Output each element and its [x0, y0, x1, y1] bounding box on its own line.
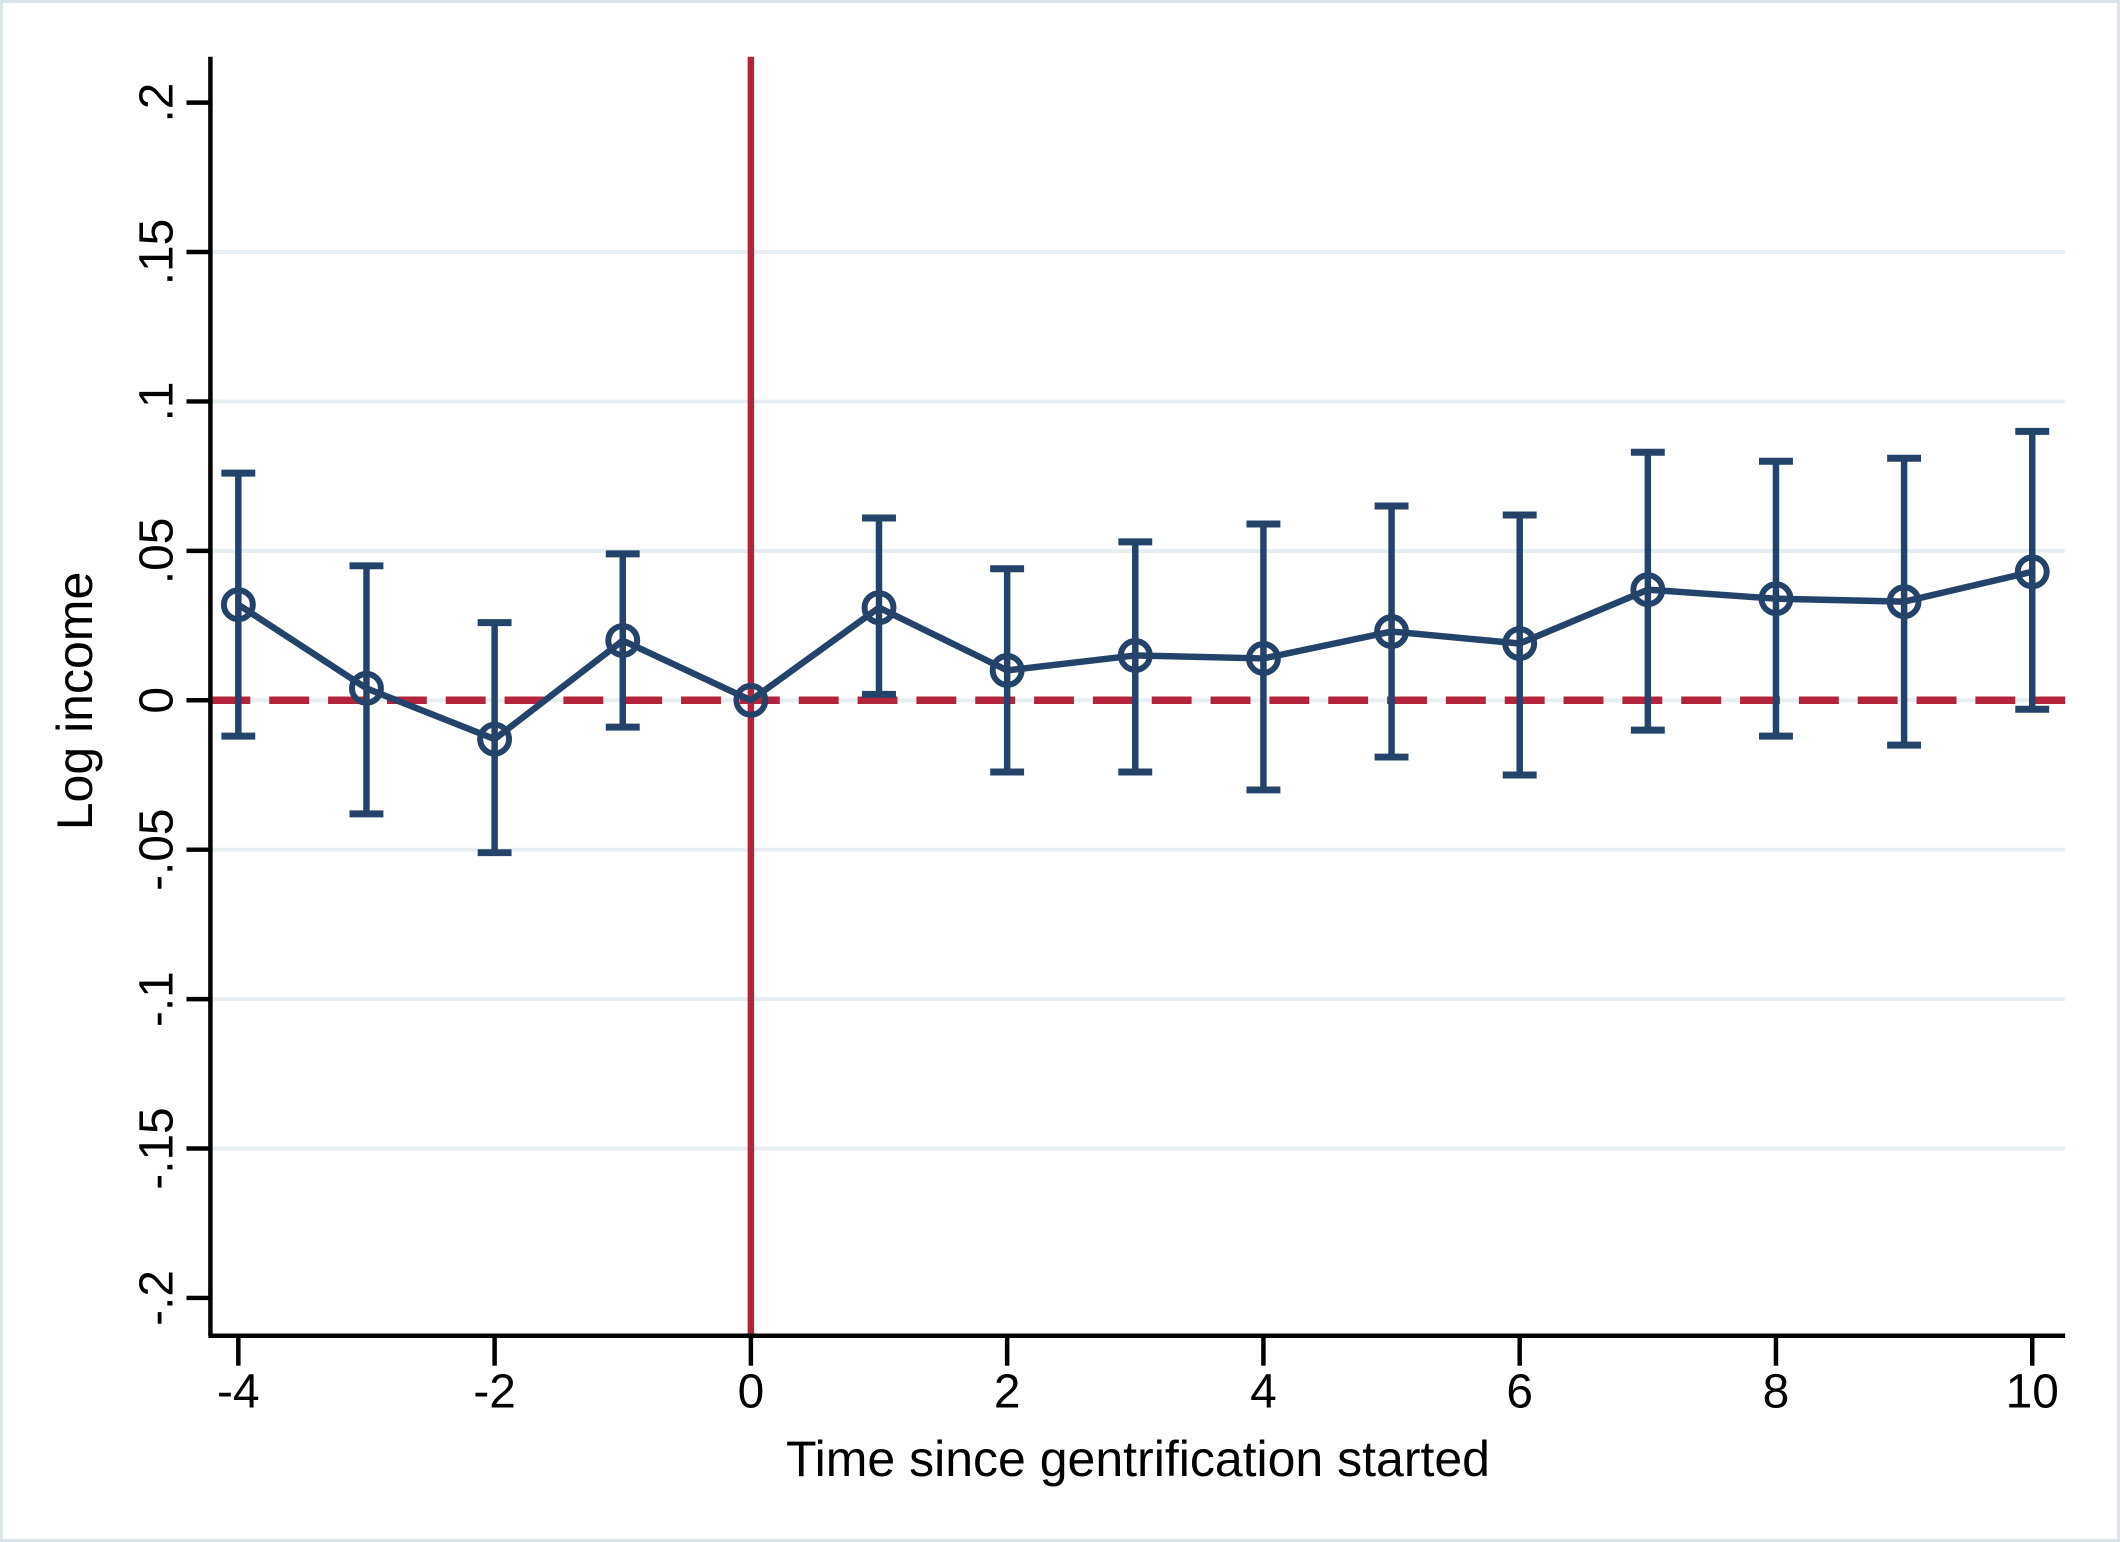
- series-line: [236, 568, 2033, 743]
- x-tick-label: 0: [738, 1366, 765, 1419]
- x-tick-label: 4: [1250, 1366, 1277, 1419]
- y-tick-label: -.05: [130, 809, 183, 891]
- y-axis-title: Log income: [47, 571, 103, 831]
- data-point-marker: [733, 682, 769, 718]
- x-axis-title: Time since gentrification started: [785, 1431, 1490, 1487]
- data-point-marker: [1502, 626, 1538, 661]
- x-tick-label: 2: [994, 1366, 1021, 1419]
- data-point-marker: [1117, 638, 1153, 673]
- data-point-marker: [1374, 614, 1410, 649]
- x-tick-label: -4: [217, 1366, 260, 1419]
- x-tick-label: 6: [1506, 1366, 1533, 1419]
- x-tick-label: -2: [473, 1366, 516, 1419]
- x-tick-label: 10: [2006, 1366, 2059, 1419]
- data-point-marker: [220, 587, 256, 623]
- chart-svg: -4 -2 0 2 4 6 8 10 .2 .15 .1 .05 0 -.05 -.1 -.15 -.2: [130, 56, 2066, 1419]
- data-point-marker: [1245, 641, 1281, 676]
- data-point-marker: [2014, 554, 2050, 590]
- y-tick-label: -.2: [130, 1270, 183, 1326]
- markers: [220, 554, 2050, 757]
- y-tick-label: -.1: [130, 971, 183, 1027]
- data-point-marker: [349, 670, 384, 706]
- y-tick-label: .15: [130, 219, 183, 285]
- y-tick-label: 0: [130, 687, 183, 714]
- data-point-marker: [1630, 572, 1666, 608]
- data-point-marker: [477, 721, 513, 757]
- data-point-marker: [989, 652, 1025, 688]
- data-point-marker: [1758, 581, 1794, 617]
- y-tick-label: .2: [130, 83, 183, 123]
- y-tick-label: .05: [130, 518, 183, 584]
- y-tick-label: .1: [130, 382, 183, 422]
- data-point-marker: [861, 590, 897, 626]
- x-tick-label: 8: [1763, 1366, 1790, 1419]
- data-point-marker: [1886, 584, 1922, 620]
- y-tick-label: -.15: [130, 1107, 183, 1189]
- data-point-marker: [605, 623, 641, 658]
